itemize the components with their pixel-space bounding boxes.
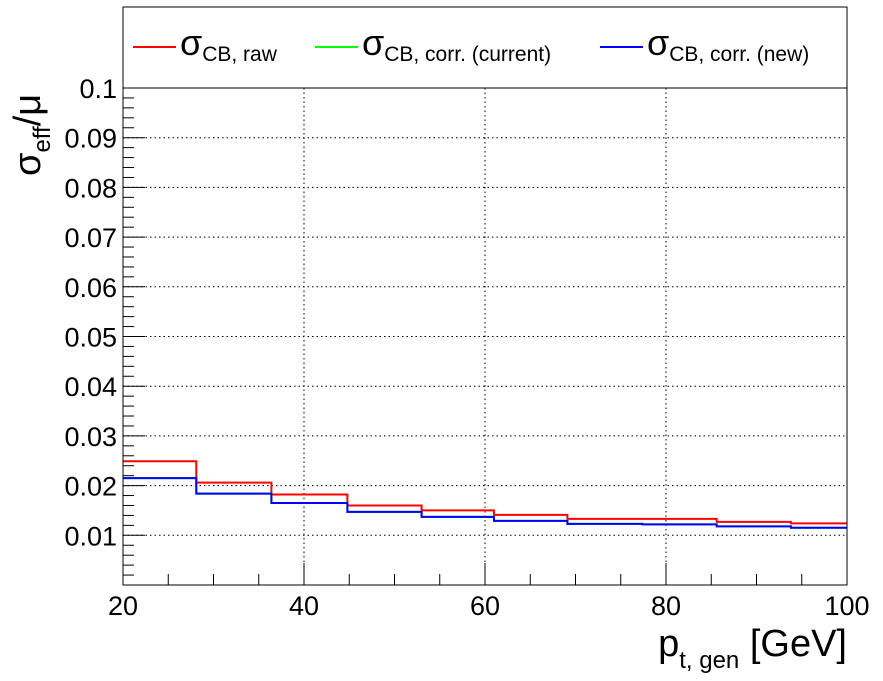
legend-label-sub: CB, raw [202,43,278,66]
y-axis-title: σeff/μ [7,94,56,176]
series-line [123,477,847,529]
x-axis-title: pt, gen [GeV] [658,623,847,674]
y-tick-label: 0.04 [64,372,117,402]
y-axis-title-rest: /μ [7,94,49,126]
legend-label-main: σ [180,22,202,63]
x-axis-title-unit: [GeV] [739,623,847,665]
grid [123,88,847,585]
y-tick-label: 0.03 [64,422,117,452]
series-layer [123,460,847,529]
legend: σCB, raw σCB, corr. (current) σCB, corr. (… [122,6,848,89]
y-tick-label: 0.06 [64,273,117,303]
x-tick-label: 100 [824,591,869,621]
x-axis-title-main: p [658,623,679,665]
series-line [123,460,847,525]
y-axis-title-main: σ [7,153,49,176]
legend-label: σCB, corr. (current) [362,22,551,66]
legend-box [122,6,848,89]
y-tick-label: 0.05 [64,323,117,353]
y-tick-label: 0.09 [64,124,117,154]
x-tick-label: 60 [470,591,500,621]
legend-label-main: σ [647,22,669,63]
y-tick-label: 0.02 [64,472,117,502]
x-axis-title-sub: t, gen [679,647,739,674]
x-tick-label: 80 [651,591,681,621]
legend-label-sub: CB, corr. (new) [669,43,809,66]
x-tick-label: 40 [289,591,319,621]
legend-label: σCB, raw [180,22,278,66]
y-tick-label: 0.1 [79,74,117,104]
x-tick-label: 20 [108,591,138,621]
ticks [122,87,848,586]
y-tick-label: 0.08 [64,173,117,203]
y-tick-label: 0.07 [64,223,117,253]
y-axis-title-sub: eff [29,126,56,153]
y-tick-label: 0.01 [64,521,117,551]
legend-label: σCB, corr. (new) [647,22,809,66]
legend-label-sub: CB, corr. (current) [384,43,551,66]
legend-label-main: σ [362,22,384,63]
tick-labels: 20 40 60 80 100 0.01 0.02 0.03 0.04 0.05 0.06 0.07 0… [64,74,869,621]
